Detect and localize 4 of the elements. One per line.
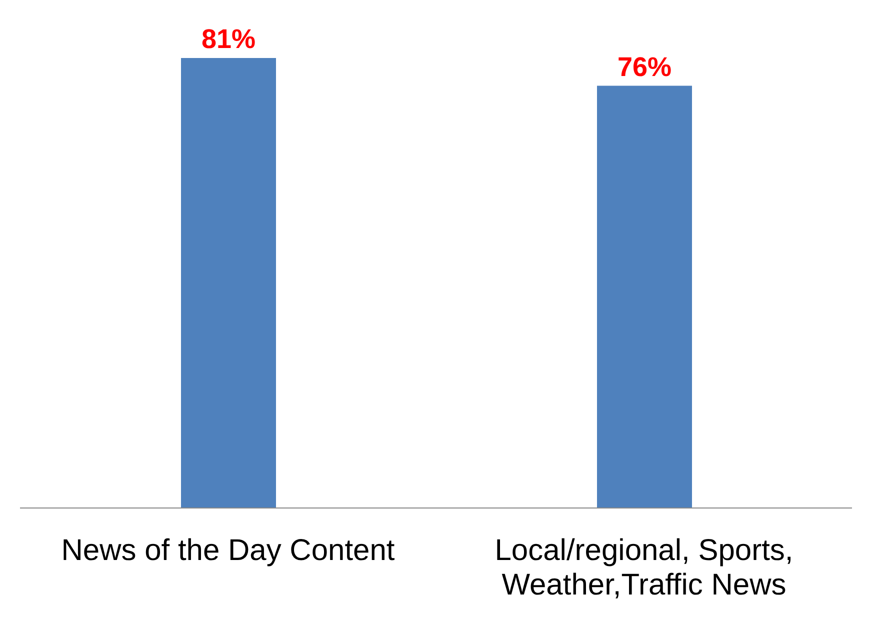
- x-tick-label: News of the Day Content: [61, 534, 396, 567]
- data-label: 81%: [201, 24, 256, 54]
- x-tick-label: Local/regional, Sports, Weather,Traffic News: [494, 534, 794, 602]
- data-label: 76%: [617, 52, 672, 82]
